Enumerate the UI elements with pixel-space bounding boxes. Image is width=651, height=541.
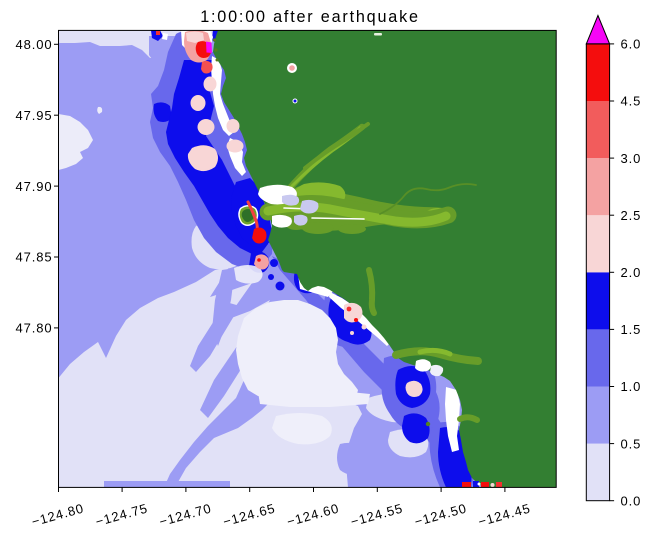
svg-text:2.5: 2.5 [621,208,642,223]
svg-text:−124.75: −124.75 [94,500,150,529]
svg-text:−124.55: −124.55 [349,500,405,529]
svg-text:−124.70: −124.70 [158,500,214,529]
svg-text:−124.45: −124.45 [477,500,533,529]
svg-text:−124.80: −124.80 [30,500,86,529]
svg-text:0.5: 0.5 [621,436,642,451]
svg-text:47.95: 47.95 [15,108,52,123]
svg-text:1.5: 1.5 [621,322,642,337]
svg-text:47.80: 47.80 [15,321,52,336]
svg-text:1:00:00 after earthquake: 1:00:00 after earthquake [200,8,420,26]
svg-text:3.0: 3.0 [621,151,642,166]
svg-text:−124.65: −124.65 [221,500,277,529]
svg-text:6.0: 6.0 [621,37,642,52]
svg-text:47.85: 47.85 [15,250,52,265]
svg-text:47.90: 47.90 [15,179,52,194]
svg-text:48.00: 48.00 [15,37,52,52]
svg-text:1.0: 1.0 [621,379,642,394]
svg-text:4.5: 4.5 [621,94,642,109]
svg-text:−124.60: −124.60 [285,500,341,529]
svg-text:2.0: 2.0 [621,265,642,280]
svg-text:−124.50: −124.50 [413,500,469,529]
svg-text:0.0: 0.0 [621,493,642,508]
